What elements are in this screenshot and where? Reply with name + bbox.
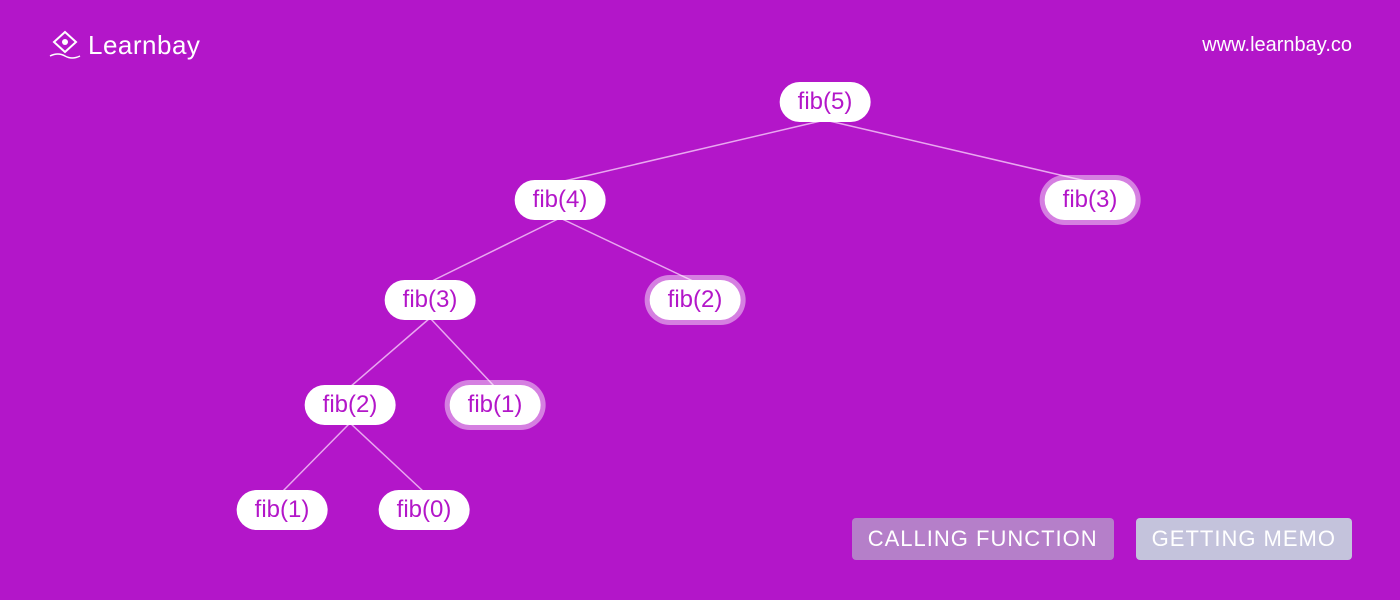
tree-node: fib(3) xyxy=(385,280,476,320)
brand-logo: Learnbay xyxy=(48,28,200,62)
tree-node: fib(3) xyxy=(1045,180,1136,220)
logo-icon xyxy=(48,28,82,62)
legend-item: GETTING MEMO xyxy=(1136,518,1352,560)
tree-node: fib(2) xyxy=(650,280,741,320)
site-url: www.learnbay.co xyxy=(1202,34,1352,57)
diagram-canvas: Learnbay www.learnbay.co CALLING FUNCTIO… xyxy=(0,0,1400,600)
logo-text: Learnbay xyxy=(88,30,200,61)
legend: CALLING FUNCTION GETTING MEMO xyxy=(852,518,1352,560)
tree-node: fib(5) xyxy=(780,82,871,122)
tree-node: fib(2) xyxy=(305,385,396,425)
legend-item: CALLING FUNCTION xyxy=(852,518,1114,560)
tree-node: fib(0) xyxy=(379,490,470,530)
tree-node: fib(1) xyxy=(237,490,328,530)
tree-node: fib(4) xyxy=(515,180,606,220)
tree-node: fib(1) xyxy=(450,385,541,425)
